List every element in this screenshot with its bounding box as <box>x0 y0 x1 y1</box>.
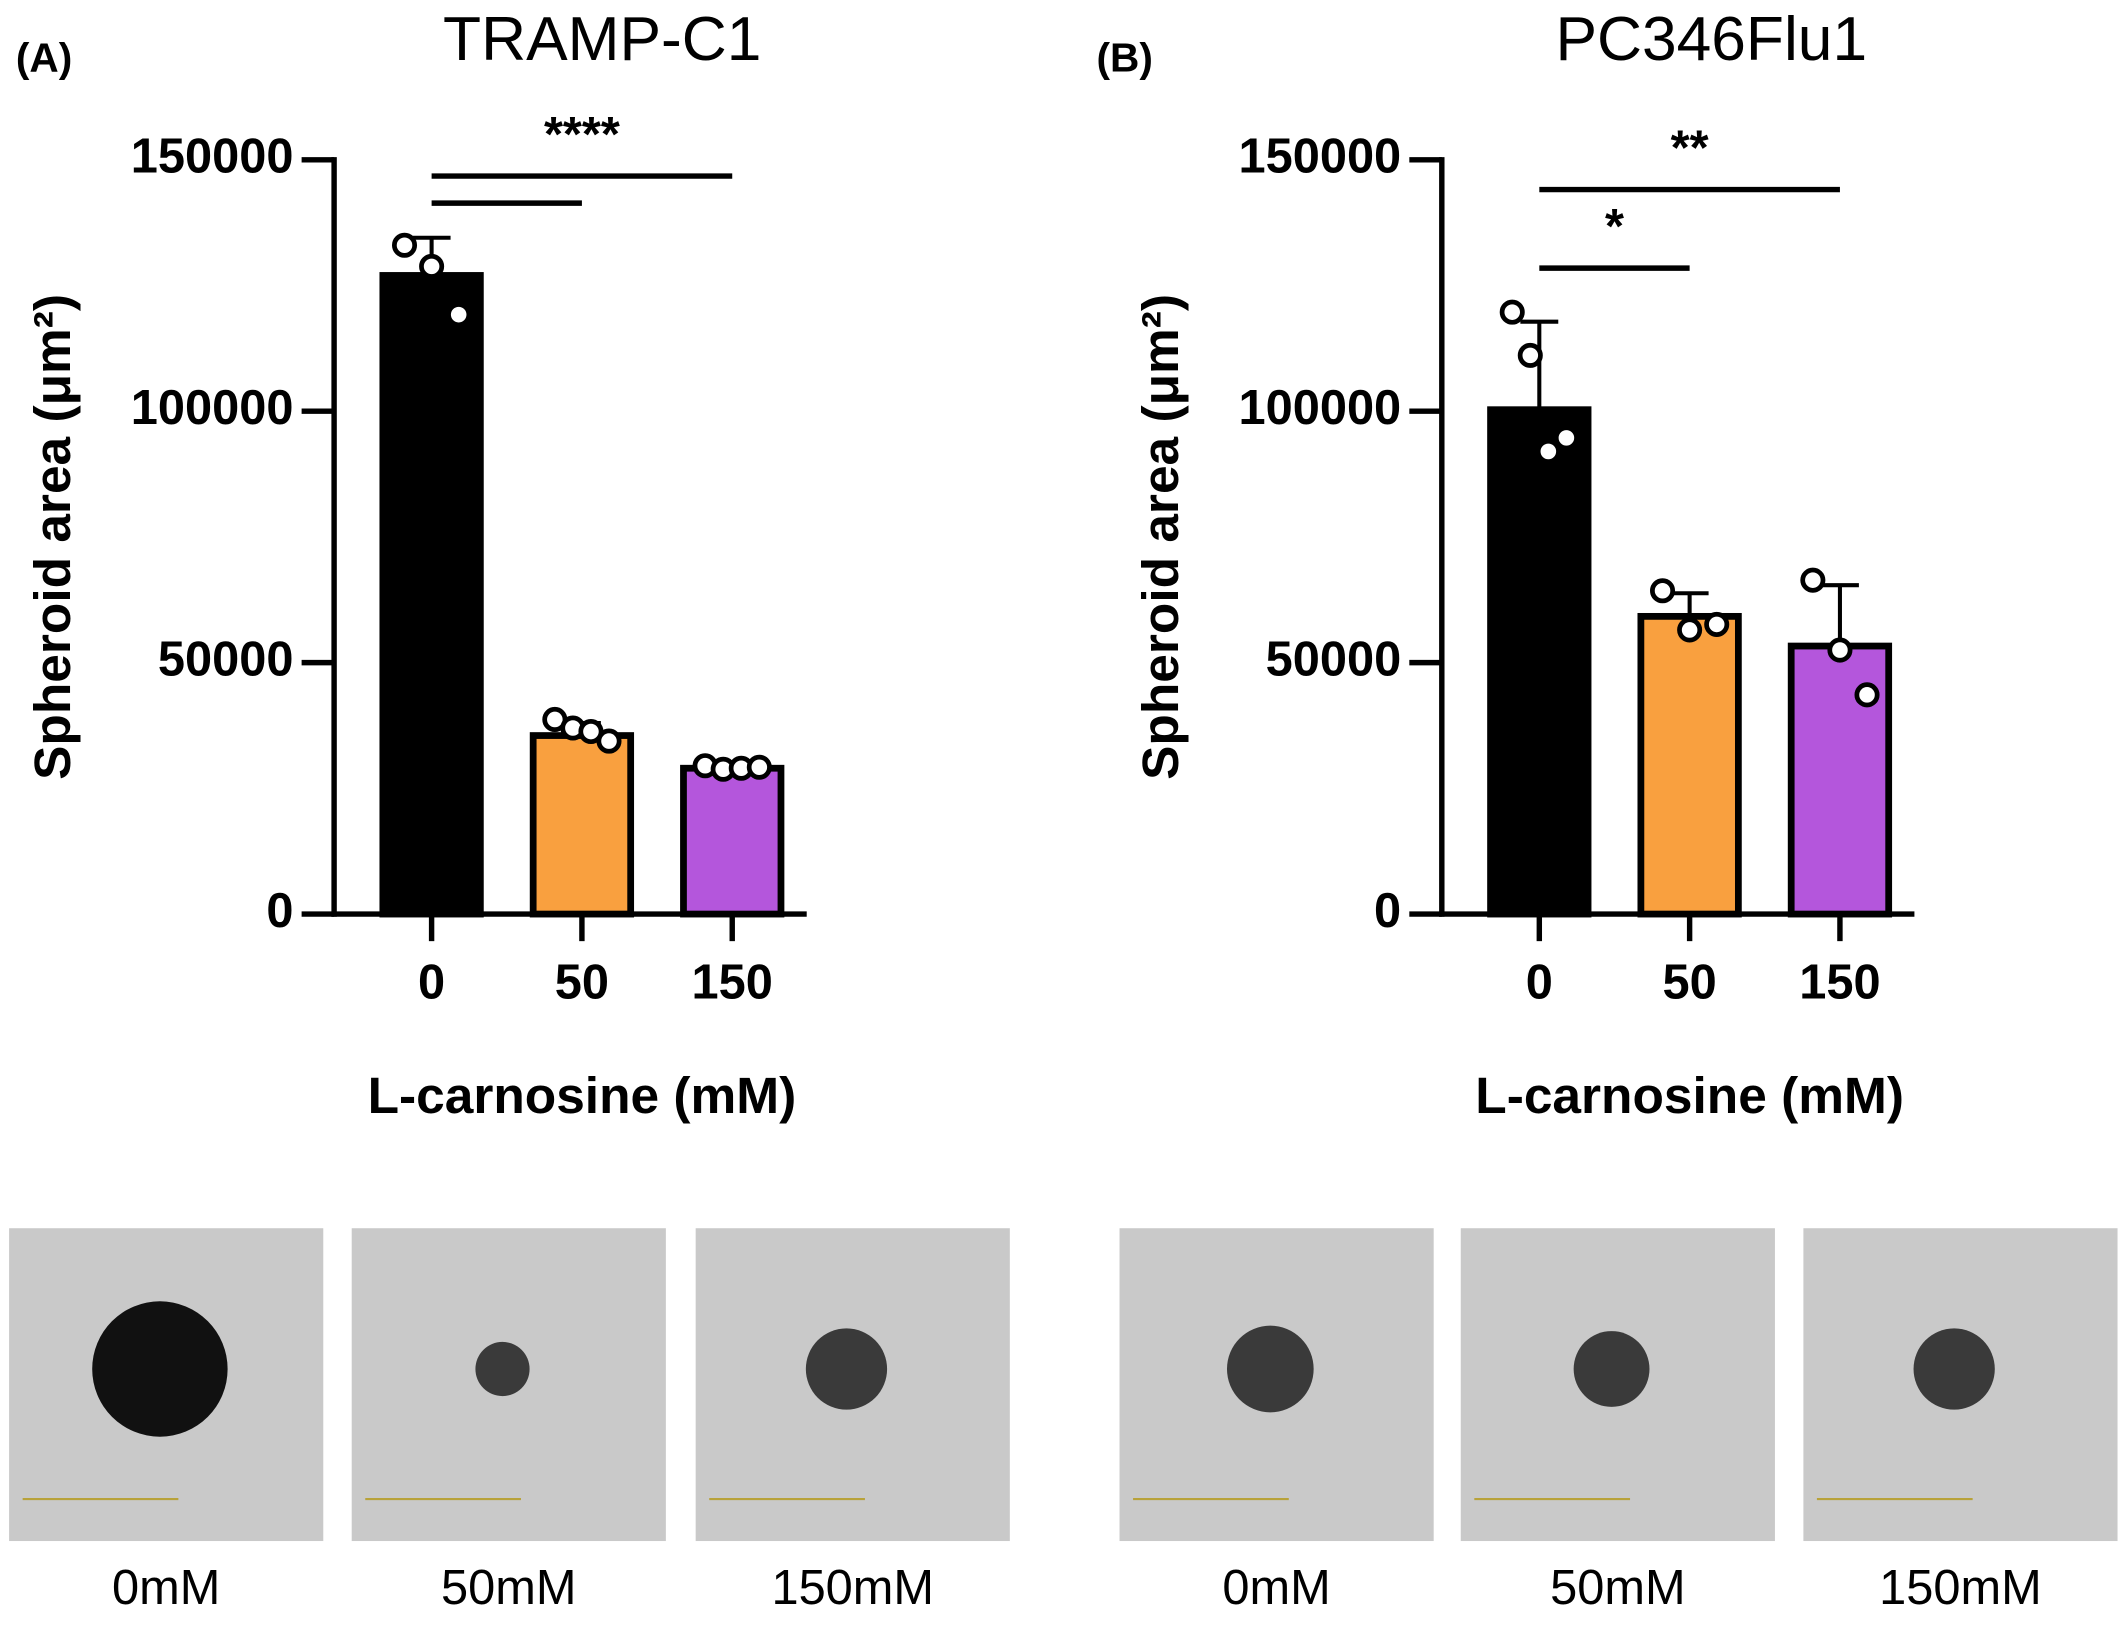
significance-label: **** <box>544 108 620 162</box>
bar <box>1637 612 1742 918</box>
x-tick-label: 50 <box>555 956 609 1010</box>
chart-title: PC346Flu1 <box>1555 5 1867 74</box>
micrograph-caption: 50mM <box>441 1561 576 1615</box>
y-tick-label: 0 <box>266 884 293 938</box>
bar <box>1487 406 1592 918</box>
data-point <box>1827 637 1853 663</box>
data-point <box>746 754 772 780</box>
y-tick-label: 150000 <box>1239 130 1402 184</box>
micrograph-caption: 0mM <box>1222 1561 1330 1615</box>
y-tick-label: 50000 <box>1266 633 1402 687</box>
data-point <box>446 302 472 328</box>
y-tick-label: 100000 <box>1239 381 1402 435</box>
bar <box>680 764 785 918</box>
x-tick-label: 0 <box>1526 956 1553 1010</box>
y-tick-label: 50000 <box>158 633 294 687</box>
micrograph <box>695 1228 1010 1542</box>
panel-label: (B) <box>1097 35 1153 81</box>
data-point <box>419 253 445 279</box>
x-tick-label: 150 <box>1799 956 1880 1010</box>
x-axis-label: L-carnosine (mM) <box>1475 1066 1904 1124</box>
micrograph-caption: 150mM <box>771 1561 934 1615</box>
spheroid <box>805 1328 888 1410</box>
data-point <box>1854 682 1880 708</box>
data-point <box>1553 425 1579 451</box>
x-tick-label: 50 <box>1663 956 1717 1010</box>
significance-label: * <box>1605 200 1624 254</box>
spheroid <box>1573 1331 1650 1407</box>
x-axis-label: L-carnosine (mM) <box>368 1066 797 1124</box>
significance-label: ** <box>1671 122 1709 176</box>
data-point <box>596 728 622 754</box>
x-tick-label: 150 <box>692 956 773 1010</box>
data-point <box>1704 611 1730 637</box>
data-point <box>1517 342 1543 368</box>
x-tick-label: 0 <box>418 956 445 1010</box>
data-point <box>1650 578 1676 604</box>
micrograph-caption: 0mM <box>112 1561 220 1615</box>
y-axis-label: Spheroid area (μm²) <box>1131 294 1189 780</box>
y-axis-label: Spheroid area (μm²) <box>23 294 81 780</box>
micrograph-caption: 50mM <box>1550 1561 1685 1615</box>
data-point <box>1535 438 1561 464</box>
micrograph <box>1803 1228 2118 1542</box>
data-point <box>391 232 418 258</box>
spheroid <box>1913 1328 1995 1410</box>
micrograph <box>9 1228 324 1542</box>
spheroid <box>92 1301 228 1437</box>
bar <box>529 732 635 918</box>
y-tick-label: 0 <box>1374 884 1401 938</box>
spheroid <box>475 1341 530 1397</box>
micrograph <box>1460 1228 1775 1542</box>
bar <box>379 272 484 918</box>
y-tick-label: 150000 <box>131 130 294 184</box>
spheroid <box>1226 1325 1314 1413</box>
data-point <box>1499 299 1525 325</box>
y-tick-label: 100000 <box>131 381 294 435</box>
data-point <box>1800 567 1826 593</box>
micrograph <box>1119 1228 1434 1542</box>
panel-label: (A) <box>16 35 72 81</box>
data-point <box>1677 617 1703 643</box>
micrograph <box>351 1228 666 1542</box>
micrograph-caption: 150mM <box>1879 1561 2042 1615</box>
chart-title: TRAMP-C1 <box>443 5 761 74</box>
